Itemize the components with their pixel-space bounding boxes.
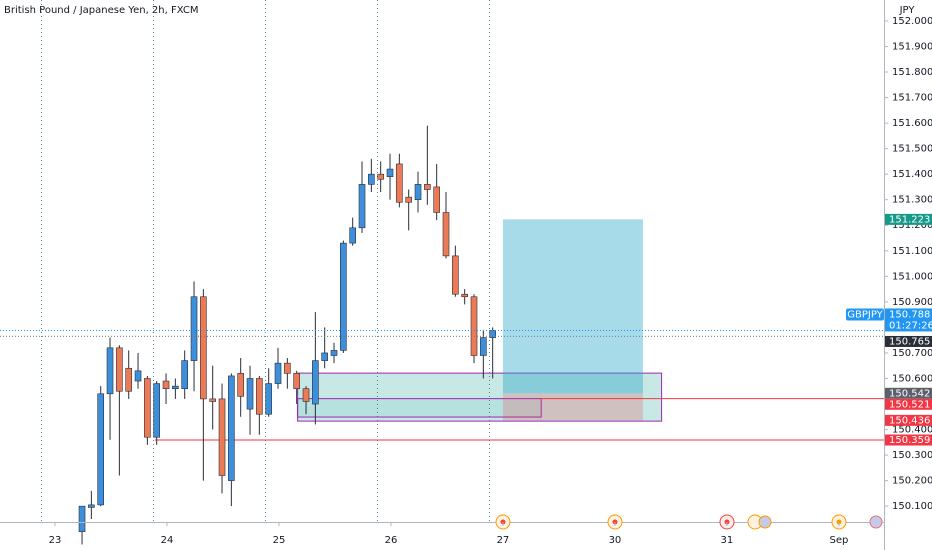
- y-tick-label: 150.400: [892, 425, 932, 436]
- event-flag: [758, 515, 772, 529]
- x-tick-label: 31: [721, 535, 734, 546]
- price-tag-text: 150.436: [889, 415, 930, 426]
- y-tick-label: 150.900: [892, 297, 932, 308]
- candle-body: [470, 296, 478, 356]
- candle-body: [368, 173, 375, 185]
- candle-body: [442, 212, 450, 257]
- y-tick-label: 151.900: [892, 41, 932, 52]
- candle-body: [349, 227, 356, 244]
- price-tag: [885, 434, 932, 446]
- candle-body: [312, 360, 319, 405]
- candle-body: [414, 184, 422, 201]
- price-tag-text: 151.223: [889, 214, 930, 225]
- candle-body: [377, 173, 384, 180]
- candle-body: [265, 383, 272, 415]
- y-tick-label: 150.600: [892, 373, 932, 384]
- candle-body: [386, 168, 394, 178]
- position-target: [502, 219, 643, 394]
- x-tick-label: 23: [49, 535, 62, 546]
- candle-body: [358, 184, 366, 229]
- candle-body: [405, 196, 412, 203]
- candle-body: [284, 362, 291, 374]
- y-tick-label: 151.200: [892, 220, 932, 231]
- candle-body: [190, 296, 198, 361]
- candle-body: [200, 296, 207, 400]
- y-tick-label: 151.700: [892, 93, 932, 104]
- price-tag-text: 150.765: [889, 336, 930, 347]
- candle-body: [321, 352, 328, 361]
- candle-body: [162, 380, 170, 389]
- price-tag: [885, 398, 932, 410]
- y-tick-label: 151.000: [892, 271, 932, 282]
- x-tick-label: 25: [273, 535, 286, 546]
- candle-body: [452, 255, 459, 295]
- y-tick-label: 151.300: [892, 195, 932, 206]
- price-tag: [885, 213, 932, 225]
- candle-body: [172, 385, 179, 389]
- candle-body: [97, 393, 105, 506]
- candle-body: [181, 360, 188, 389]
- zone: [297, 372, 663, 422]
- candle-body: [125, 367, 132, 392]
- price-tag: [885, 335, 932, 347]
- event-flag: [869, 515, 883, 529]
- x-tick-label: Sep: [829, 535, 848, 546]
- candle-body: [153, 383, 160, 438]
- candle-body: [424, 184, 431, 190]
- price-tag-text: 150.788: [889, 309, 930, 320]
- x-tick-label: 24: [161, 535, 174, 546]
- candle-body: [330, 350, 338, 356]
- price-tag: [885, 414, 932, 426]
- price-tag: [885, 308, 932, 332]
- candle-body: [246, 378, 254, 410]
- candle-body: [228, 375, 235, 481]
- candle-body: [461, 293, 468, 298]
- candle-body: [78, 505, 86, 533]
- candle-body: [134, 370, 142, 382]
- candle-body: [218, 398, 226, 476]
- price-tag-text: 150.521: [889, 399, 930, 410]
- countdown-text: 01:27:26: [889, 320, 932, 331]
- symbol-tag: [846, 308, 884, 321]
- candle-body: [88, 504, 95, 508]
- candle-body: [209, 398, 216, 402]
- y-axis-label: JPY: [899, 5, 916, 16]
- y-tick-label: 151.600: [892, 118, 932, 129]
- y-tick-label: 151.500: [892, 144, 932, 155]
- y-tick-label: 150.200: [892, 476, 932, 487]
- x-tick-label: 27: [497, 535, 510, 546]
- x-tick-label: 30: [609, 535, 622, 546]
- price-tag-text: 150.542: [889, 388, 930, 399]
- candle-body: [106, 347, 114, 395]
- candle-body: [144, 378, 151, 438]
- candle-body: [293, 373, 300, 389]
- symbol-tag-text: GBPJPY: [847, 309, 883, 320]
- price-tag-text: 150.359: [889, 435, 930, 446]
- y-tick-label: 150.300: [892, 450, 932, 461]
- plot-area: [0, 0, 884, 545]
- candle-body: [302, 388, 310, 402]
- y-tick-label: 150.700: [892, 348, 932, 359]
- chart-title: British Pound / Japanese Yen, 2h, FXCM: [4, 5, 198, 16]
- y-tick-label: 151.800: [892, 67, 932, 78]
- y-tick-label: 150.100: [892, 501, 932, 512]
- candle-body: [433, 186, 440, 213]
- position-stop: [502, 393, 643, 421]
- candle-body: [274, 362, 282, 384]
- y-tick-label: 151.100: [892, 246, 932, 257]
- x-tick-label: 26: [385, 535, 398, 546]
- candle-body: [480, 337, 487, 356]
- price-tag: [885, 387, 932, 399]
- candle-body: [116, 347, 123, 392]
- candle-body: [256, 378, 263, 415]
- candle-body: [340, 242, 347, 351]
- zone: [297, 398, 542, 418]
- y-tick-label: 151.400: [892, 169, 932, 180]
- candle-body: [237, 373, 244, 397]
- candle-body: [396, 163, 403, 203]
- y-tick-label: 152.000: [892, 16, 932, 27]
